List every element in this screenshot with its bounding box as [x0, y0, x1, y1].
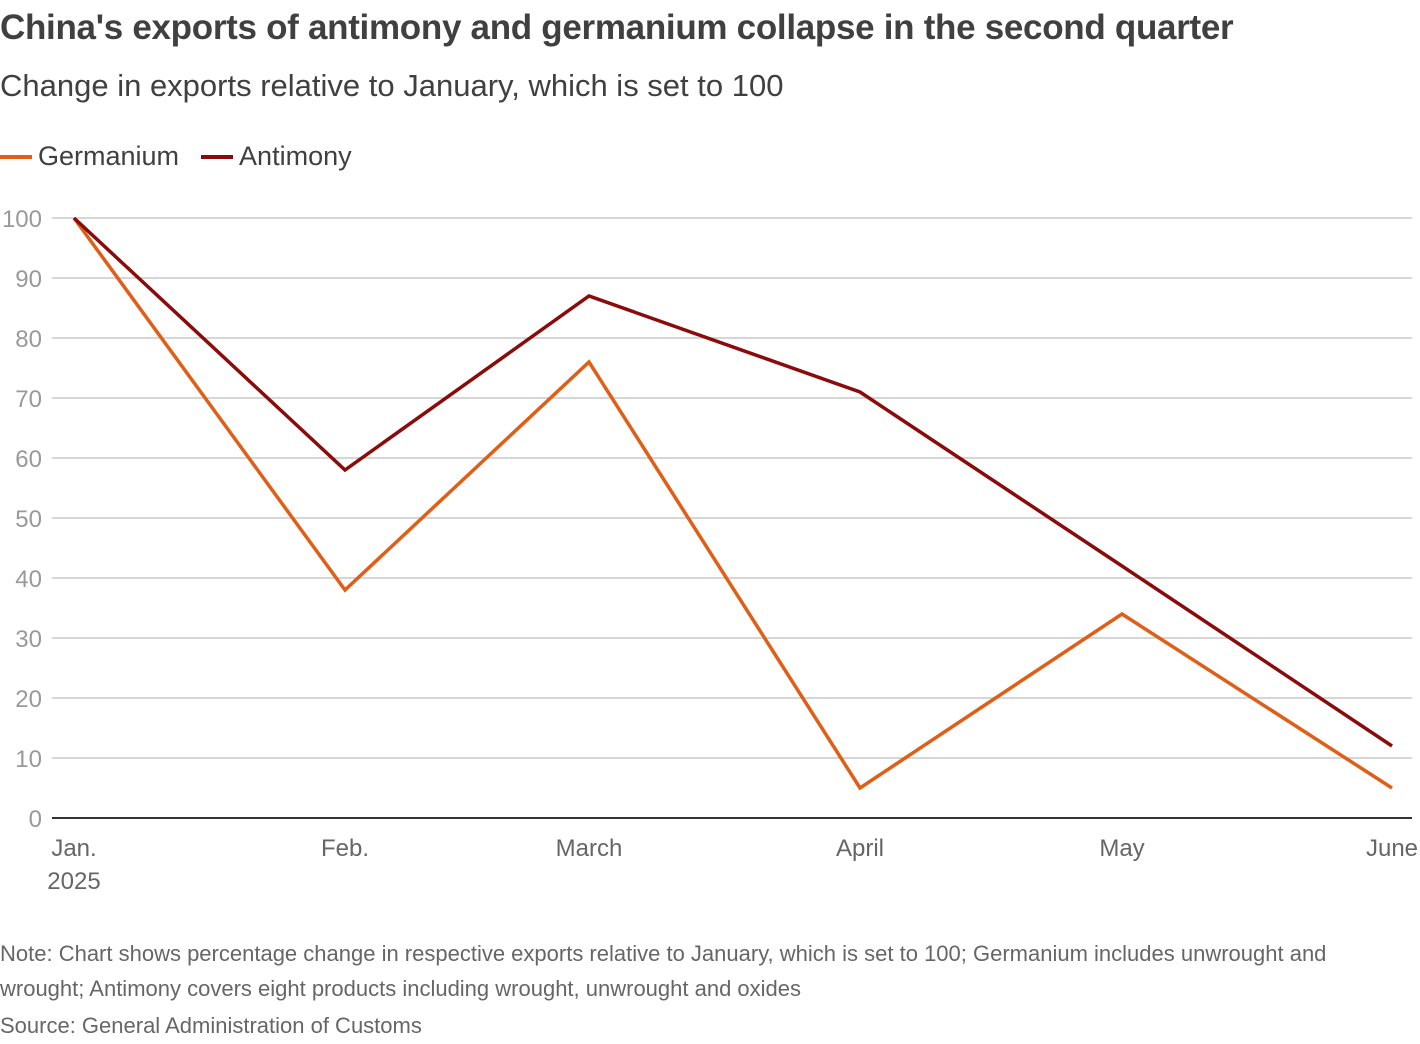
legend-item-antimony: Antimony: [201, 141, 352, 172]
legend-label-antimony: Antimony: [239, 141, 352, 171]
x-tick-sublabel-2025: 2025: [47, 868, 100, 895]
y-tick-label-100: 100: [2, 206, 42, 233]
y-tick-label-30: 30: [15, 626, 42, 653]
chart-title: China's exports of antimony and germaniu…: [0, 8, 1234, 47]
y-tick-label-90: 90: [15, 266, 42, 293]
legend-swatch-antimony: [201, 154, 234, 159]
y-tick-label-0: 0: [29, 806, 42, 833]
series-line-antimony: [72, 216, 1393, 748]
chart-subtitle: Change in exports relative to January, w…: [0, 68, 784, 103]
x-tick-label-may: May: [1099, 835, 1144, 862]
y-tick-label-40: 40: [15, 566, 42, 593]
y-tick-label-20: 20: [15, 686, 42, 713]
legend-swatch-germanium: [0, 154, 32, 159]
chart-note: Note: Chart shows percentage change in r…: [0, 941, 1327, 1001]
x-tick-label-april: April: [836, 835, 884, 862]
series-line-germanium: [72, 216, 1393, 791]
x-tick-label-feb: Feb.: [321, 835, 369, 862]
y-tick-label-50: 50: [15, 506, 42, 533]
y-tick-label-10: 10: [15, 746, 42, 773]
x-tick-label-june: June: [1366, 835, 1418, 862]
line-chart: 0 10 20 30 40 50 60 70 80 90 100 Jan. 2025 Feb. March A…: [2, 206, 1418, 895]
legend: Germanium Antimony: [0, 141, 374, 172]
y-tick-label-70: 70: [15, 386, 42, 413]
chart-source: Source: General Administration of Custom…: [0, 1013, 422, 1038]
x-tick-label-jan: Jan.: [51, 835, 96, 862]
y-tick-label-60: 60: [15, 446, 42, 473]
legend-item-germanium: Germanium: [0, 141, 179, 172]
x-tick-label-march: March: [556, 835, 623, 862]
legend-label-germanium: Germanium: [38, 141, 180, 171]
y-tick-label-80: 80: [15, 326, 42, 353]
